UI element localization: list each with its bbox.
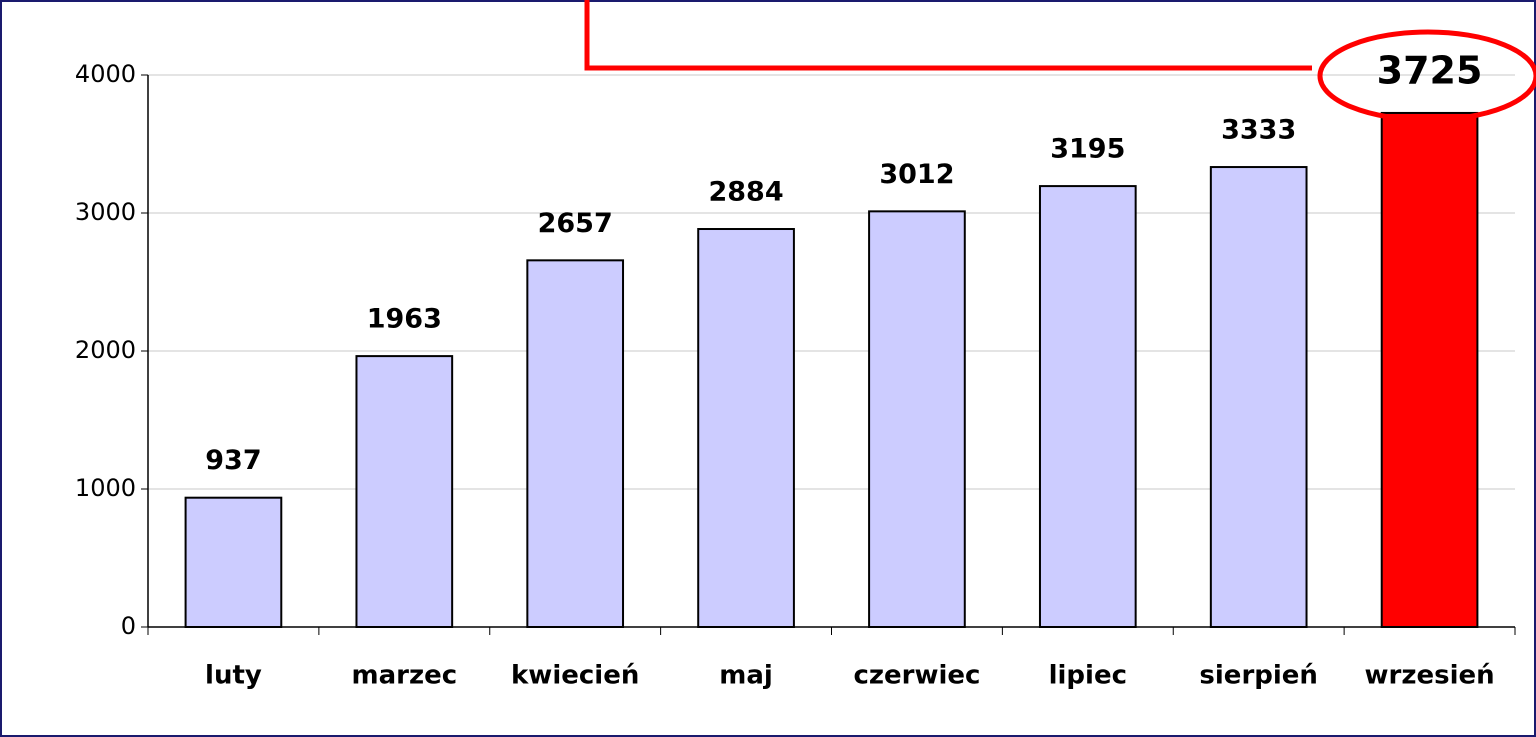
bar xyxy=(526,259,625,628)
y-tick-label: 0 xyxy=(121,612,136,640)
labels: 0 1000 2000 3000 4000 luty 937 marzec 1963 kwieci… xyxy=(75,49,1495,691)
bar xyxy=(1380,111,1479,628)
y-tick-label: 1000 xyxy=(75,474,136,502)
x-tick-label: lipiec xyxy=(1049,661,1127,691)
y-tick-label: 2000 xyxy=(75,336,136,364)
value-label: 3012 xyxy=(879,159,954,190)
y-tick-label: 4000 xyxy=(75,60,136,88)
bar xyxy=(184,496,283,628)
bars xyxy=(184,111,1479,629)
y-tick-label: 3000 xyxy=(75,198,136,226)
x-tick-label: wrzesień xyxy=(1364,661,1494,691)
bar xyxy=(1038,185,1137,628)
x-tick-label: luty xyxy=(205,661,262,691)
value-label: 1963 xyxy=(367,304,442,335)
x-tick-label: maj xyxy=(719,661,773,691)
bar xyxy=(355,355,454,628)
annotation-connector xyxy=(584,0,1312,71)
x-tick-label: kwiecień xyxy=(511,661,639,691)
value-label: 3195 xyxy=(1050,134,1125,165)
annotation-ellipse xyxy=(1317,29,1536,123)
bar xyxy=(1209,166,1308,629)
value-label: 2884 xyxy=(708,177,783,208)
value-label: 3333 xyxy=(1221,115,1296,146)
x-tick-label: czerwiec xyxy=(853,661,980,691)
value-label: 937 xyxy=(205,445,261,476)
x-tick-label: sierpień xyxy=(1199,661,1318,691)
bar xyxy=(697,228,795,628)
value-label: 2657 xyxy=(538,208,613,239)
value-label: 3725 xyxy=(1377,49,1483,93)
bar xyxy=(868,210,966,628)
x-tick-label: marzec xyxy=(351,661,457,691)
